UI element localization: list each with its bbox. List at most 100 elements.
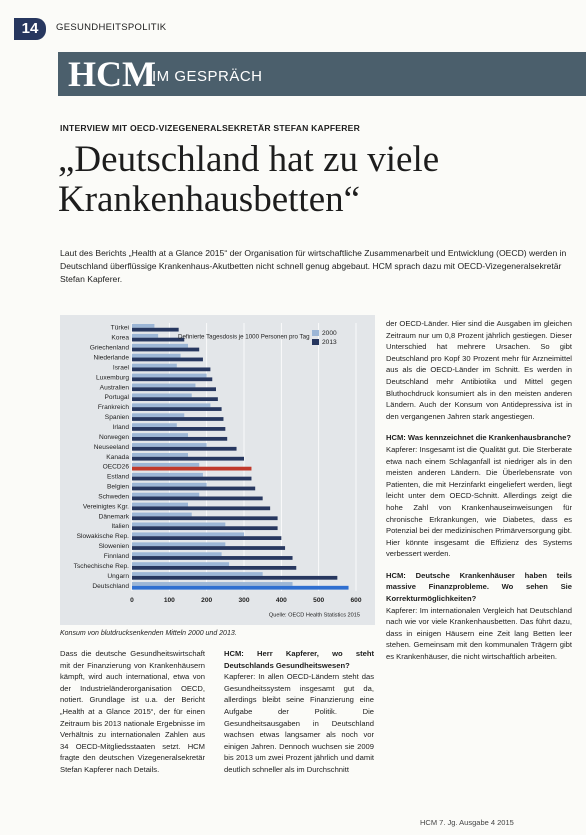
y-tick-label: Vereinigtes Kgr.: [83, 503, 129, 510]
chart: 0 100 200 300 400 500 600 Türkei Korea Griechenla…: [74, 323, 362, 618]
y-tick-label: Neuseeland: [94, 444, 130, 451]
bar: [132, 565, 297, 570]
source: Quelle: OECD Health Statistics 2015: [269, 612, 360, 618]
bar: [132, 506, 271, 511]
y-tick-label: Deutschland: [92, 583, 129, 590]
y-tick-label: Slowakische Rep.: [77, 533, 130, 540]
bar: [132, 582, 293, 586]
y-tick-label: Norwegen: [99, 434, 129, 441]
column: der OECD-Länder. Hier sind die Ausgaben …: [386, 318, 572, 810]
bar: [132, 403, 211, 408]
section-label: GESUNDHEITSPOLITIK: [56, 22, 167, 33]
bar: [132, 532, 244, 537]
lead: Laut des Berichts „Health at a Glance 20…: [60, 248, 567, 284]
bar: [132, 536, 282, 540]
bar: [132, 575, 338, 580]
legend-label: 2000: [322, 330, 337, 337]
brand: HCM: [68, 54, 156, 94]
bar: [132, 353, 181, 358]
bar: [132, 496, 263, 501]
y-tick-label: Dänemark: [99, 513, 130, 520]
bar: [132, 383, 196, 388]
bar: [132, 423, 177, 428]
bar: [132, 492, 200, 497]
bar: [132, 456, 244, 461]
bar: [132, 516, 278, 521]
column: Dass die deutsche Gesundheitswirtschaft …: [60, 648, 205, 808]
bar: [132, 363, 177, 368]
x-tick-label: 0: [130, 597, 134, 604]
question: HCM: Herr Kapferer, wo steht Deutschland…: [224, 649, 374, 670]
bar: [132, 347, 200, 352]
bar: [132, 357, 203, 362]
bar: [132, 526, 278, 531]
annotation: Definierte Tagesdosis je 1000 Personen p…: [178, 334, 310, 341]
banner: [58, 52, 586, 96]
paragraph: der OECD-Länder. Hier sind die Ausgaben …: [386, 319, 572, 421]
y-tick-label: Portugal: [104, 394, 129, 401]
footer: HCM 7. Jg. Ausgabe 4 2015: [420, 818, 514, 827]
bar: [132, 476, 252, 481]
bar: [132, 433, 188, 437]
y-tick-label: Türkei: [111, 325, 130, 332]
bar: [132, 407, 222, 411]
bar: [132, 397, 218, 402]
bar: [132, 373, 207, 378]
y-tick-label: Luxemburg: [96, 374, 129, 381]
bar: [132, 546, 286, 550]
y-tick-label: Korea: [111, 335, 129, 342]
y-tick-label: Niederlande: [93, 354, 129, 361]
x-tick-label: 500: [313, 597, 324, 604]
page-number: 14: [14, 18, 46, 40]
bar: [132, 393, 192, 398]
y-tick-label: Schweden: [98, 493, 129, 500]
paragraph: Kapferer: Insgesamt ist die Qualität gut…: [386, 444, 572, 559]
y-tick-label: Kanada: [106, 454, 129, 461]
y-tick-label: Frankreich: [98, 404, 129, 411]
y-tick-label: Estland: [107, 474, 129, 481]
paragraph: Kapferer: In allen OECD-Ländern steht da…: [224, 672, 374, 774]
paragraph: Dass die deutsche Gesundheitswirtschaft …: [60, 649, 205, 774]
x-tick-label: 600: [350, 597, 361, 604]
bar: [132, 323, 155, 328]
y-tick-label: Irland: [113, 424, 130, 431]
x-tick-label: 200: [201, 597, 212, 604]
bar: [132, 427, 226, 431]
legend-label: 2013: [322, 339, 337, 346]
bar: [132, 572, 263, 576]
bar: [132, 417, 224, 421]
legend-swatch: [312, 339, 319, 345]
kicker: INTERVIEW MIT OECD-VIZEGENERALSEKRETÄR S…: [60, 123, 360, 133]
bar: [132, 367, 211, 372]
bar: [132, 466, 252, 471]
y-tick-label: Spanien: [105, 414, 130, 421]
column: HCM: Herr Kapferer, wo steht Deutschland…: [224, 648, 374, 808]
bar: [132, 333, 159, 338]
bar: [132, 436, 228, 441]
x-tick-label: 100: [164, 597, 175, 604]
bar: [132, 585, 349, 590]
bar: [132, 472, 203, 477]
y-tick-label: Italien: [111, 523, 129, 530]
bar: [132, 446, 237, 451]
bar: [132, 343, 188, 348]
y-tick-label: Israel: [113, 364, 130, 371]
y-tick-label: OECD26: [103, 464, 130, 471]
question: HCM: Was kennzeichnet die Krankenhausbra…: [386, 433, 571, 443]
bar: [132, 486, 256, 491]
bar: [132, 387, 216, 392]
y-tick-label: Belgien: [107, 484, 129, 491]
banner-label: IM GESPRÄCH: [152, 68, 263, 85]
bar: [132, 502, 188, 507]
y-tick-label: Finnland: [104, 553, 130, 560]
y-tick-label: Griechenland: [90, 345, 130, 352]
y-tick-label: Ungarn: [107, 573, 129, 580]
bar: [132, 482, 207, 487]
headline: „Deutschland hat zu viele Krankenhausbet…: [58, 139, 440, 220]
bar: [132, 337, 185, 342]
y-tick-label: Australien: [100, 384, 130, 391]
x-tick-label: 400: [276, 597, 287, 604]
paragraph: Kapferer: Im internationalen Vergleich h…: [386, 605, 572, 662]
